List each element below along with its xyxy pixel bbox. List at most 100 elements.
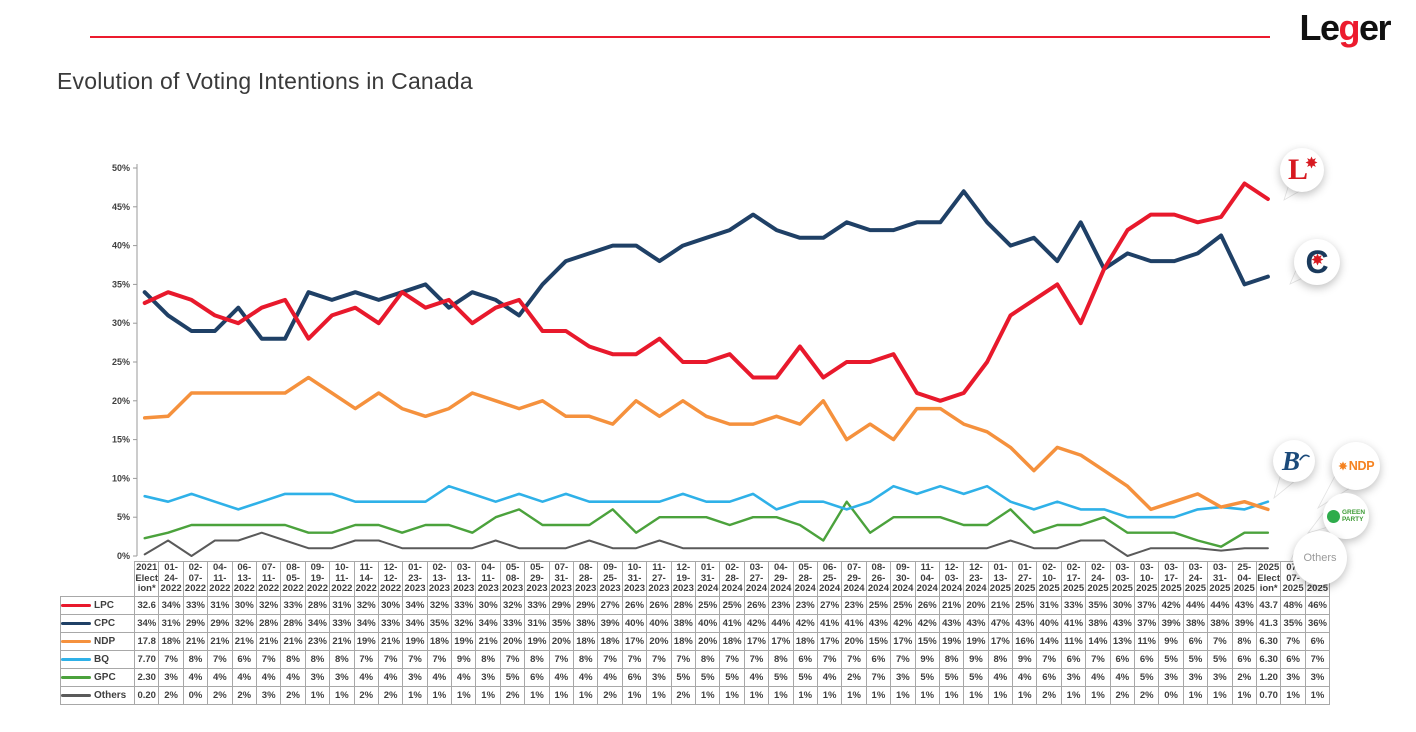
value-cell: 32%: [231, 613, 257, 633]
value-cell: 33%: [182, 595, 209, 615]
value-cell: 20%: [646, 631, 672, 651]
value-cell: 38%: [573, 613, 599, 633]
value-cell: 34%: [304, 613, 331, 633]
value-cell: 43%: [938, 613, 965, 633]
value-cell: 16%: [1012, 631, 1038, 651]
value-cell: 19%: [963, 631, 989, 651]
date-column-header: 07- 11- 2022: [255, 561, 282, 597]
series-line-bq: [143, 484, 1270, 519]
date-column-header: 11- 27- 2023: [646, 561, 672, 597]
value-cell: 27%: [816, 595, 843, 615]
value-cell: 32%: [255, 595, 282, 615]
date-column-header: 08- 28- 2023: [573, 561, 599, 597]
value-cell: 8%: [475, 649, 501, 669]
value-cell: 17%: [987, 631, 1014, 651]
value-cell: 5%: [938, 667, 965, 687]
value-cell: 34%: [402, 613, 428, 633]
ndp-logo-label: NDP: [1348, 459, 1375, 473]
value-cell: 7%: [670, 649, 696, 669]
value-cell: 43%: [1231, 595, 1257, 615]
value-cell: 20%: [841, 631, 867, 651]
value-cell: 0.70: [1255, 685, 1282, 705]
value-cell: 1%: [1012, 685, 1038, 705]
value-cell: 0%: [1158, 685, 1184, 705]
value-cell: 17%: [768, 631, 794, 651]
series-line-others: [143, 531, 1269, 557]
y-axis-tick-label: 10%: [112, 473, 130, 483]
date-column-header: 2025 Elect ion*: [1255, 561, 1282, 597]
green-party-dot-icon: [1326, 509, 1340, 523]
value-cell: 4%: [451, 667, 477, 687]
value-cell: 18%: [158, 631, 184, 651]
value-cell: 6%: [792, 649, 818, 669]
value-cell: 40%: [694, 613, 721, 633]
date-column-header: 12- 12- 2022: [377, 561, 404, 597]
value-cell: 29%: [182, 613, 209, 633]
value-cell: 6%: [1304, 631, 1331, 651]
leger-logo-part1: Le: [1299, 7, 1340, 48]
gpc-logo-line2: PARTY: [1341, 516, 1364, 523]
value-cell: 7%: [402, 649, 428, 669]
value-cell: 4%: [182, 667, 209, 687]
value-cell: 30%: [231, 595, 257, 615]
value-cell: 32%: [426, 595, 453, 615]
value-cell: 3%: [402, 667, 428, 687]
value-cell: 1%: [865, 685, 892, 705]
value-cell: 15%: [914, 631, 940, 651]
value-cell: 34%: [402, 595, 428, 615]
value-cell: 41%: [841, 613, 867, 633]
others-bubble: Others: [1293, 531, 1347, 585]
legend-cell-bq: BQ: [60, 649, 135, 669]
value-cell: 2%: [280, 685, 306, 705]
value-cell: 7%: [426, 649, 453, 669]
value-cell: 41.3: [1255, 613, 1282, 633]
value-cell: 1%: [768, 685, 794, 705]
value-cell: 21%: [987, 595, 1014, 615]
date-column-header: 04- 11- 2022: [207, 561, 233, 597]
value-cell: 21%: [255, 631, 282, 651]
value-cell: 1%: [621, 685, 648, 705]
value-cell: 3%: [1182, 667, 1209, 687]
value-cell: 1%: [694, 685, 721, 705]
value-cell: 31%: [524, 613, 550, 633]
y-axis-tick-label: 50%: [112, 163, 130, 173]
value-cell: 47%: [987, 613, 1014, 633]
value-cell: 2%: [377, 685, 404, 705]
legend-swatch-bq: [61, 657, 91, 662]
value-cell: 5%: [1158, 649, 1184, 669]
value-cell: 4%: [573, 667, 599, 687]
value-cell: 7%: [499, 649, 526, 669]
legend-column-header-blank: [61, 562, 135, 597]
value-cell: 48%: [1280, 595, 1306, 615]
date-column-header: 03- 27- 2024: [743, 561, 770, 597]
value-cell: 33%: [499, 613, 526, 633]
value-cell: 7.70: [133, 649, 160, 669]
value-cell: 40%: [646, 613, 672, 633]
value-cell: 2%: [1036, 685, 1062, 705]
value-cell: 1%: [1280, 685, 1306, 705]
value-cell: 4%: [816, 667, 843, 687]
value-cell: 43%: [865, 613, 892, 633]
value-cell: 4%: [1085, 667, 1111, 687]
value-cell: 8%: [304, 649, 331, 669]
top-rule: [90, 36, 1270, 38]
value-cell: 39%: [597, 613, 623, 633]
value-cell: 1%: [816, 685, 843, 705]
value-cell: 2%: [597, 685, 623, 705]
value-cell: 3%: [1280, 667, 1306, 687]
value-cell: 7%: [207, 649, 233, 669]
value-cell: 35%: [548, 613, 575, 633]
value-cell: 0.20: [133, 685, 160, 705]
value-cell: 28%: [304, 595, 331, 615]
value-cell: 4%: [743, 667, 770, 687]
value-cell: 21%: [182, 631, 209, 651]
value-cell: 23%: [792, 595, 818, 615]
value-cell: 21%: [475, 631, 501, 651]
value-cell: 3%: [1158, 667, 1184, 687]
value-cell: 32%: [499, 595, 526, 615]
value-cell: 5%: [719, 667, 745, 687]
value-cell: 7%: [377, 649, 404, 669]
value-cell: 6%: [1280, 649, 1306, 669]
value-cell: 0%: [182, 685, 209, 705]
date-column-header: 03- 03- 2025: [1109, 561, 1136, 597]
